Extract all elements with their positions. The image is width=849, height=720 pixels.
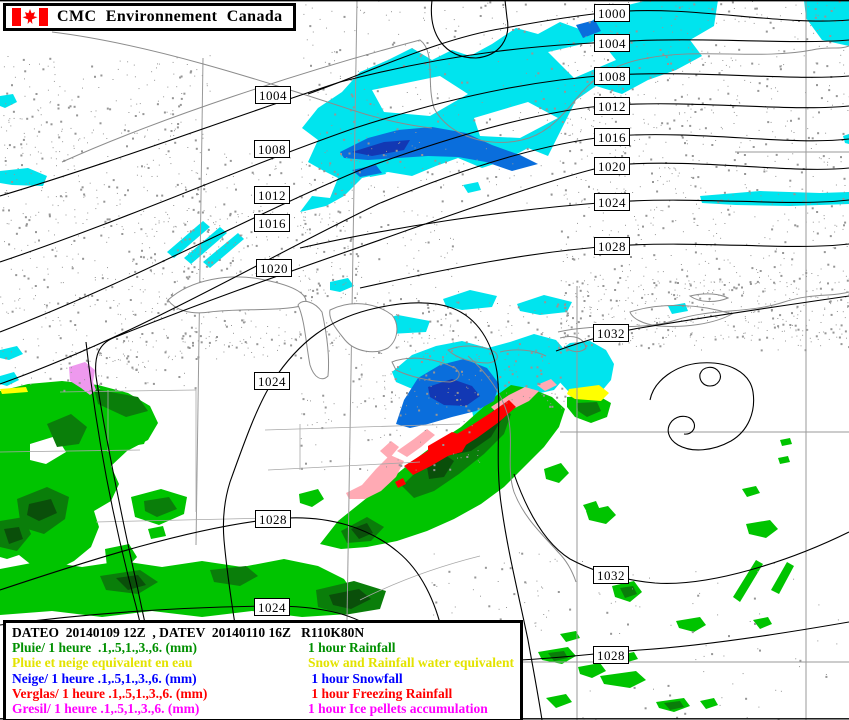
legend-label-en: 1 hour Snowfall [308,670,403,686]
legend-row-water-equivalent: Pluie et neige equivalent en eau Snow and… [12,655,516,670]
legend-label-fr: Pluie et neige equivalent en eau [12,655,193,671]
isobar-label-1024: 1024 [594,193,630,211]
isobar-label-1032: 1032 [593,324,629,342]
isobar-label-1008: 1008 [594,67,630,85]
legend-row-snowfall: Neige/ 1 heure .1,.5,1.,3.,6. (mm) 1 hou… [12,671,516,686]
isobar-label-1028: 1028 [594,237,630,255]
legend-label-en: 1 hour Freezing Rainfall [308,685,453,701]
header: CMC Environnement Canada [3,3,296,31]
heavy-snow-areas [340,20,601,428]
legend-label-fr: Gresil/ 1 heure .1,.5,1.,3.,6. (mm) [12,701,200,717]
isobar-label-1032: 1032 [593,566,629,584]
isobar-label-1028: 1028 [593,646,629,664]
isobar-label-1004: 1004 [594,34,630,52]
legend-rows: Pluie/ 1 heure .1,.5,1.,3.,6. (mm) 1 hour… [12,640,516,716]
isobar-label-1008: 1008 [254,140,290,158]
legend: DATEO 20140109 12Z , DATEV 20140110 16Z … [3,620,523,720]
header-title: CMC Environnement Canada [57,8,283,25]
isobar-label-1028: 1028 [255,510,291,528]
isobar-label-1004: 1004 [255,86,291,104]
legend-dateline: DATEO 20140109 12Z , DATEV 20140110 16Z … [12,625,365,640]
legend-label-fr: Verglas/ 1 heure .1,.5,1.,3.,6. (mm) [12,685,208,701]
legend-label-fr: Pluie/ 1 heure .1,.5,1.,3.,6. (mm) [12,640,197,656]
legend-label-en: 1 hour Ice pellets accumulation [308,701,488,717]
isobar-label-1012: 1012 [254,186,290,204]
snowfall-areas [0,0,849,452]
legend-row-ice-pellets: Gresil/ 1 heure .1,.5,1.,3.,6. (mm) 1 hou… [12,701,516,716]
isobar-label-1012: 1012 [594,97,630,115]
legend-row-rainfall: Pluie/ 1 heure .1,.5,1.,3.,6. (mm) 1 hour… [12,640,516,655]
freezing-rain-areas [346,379,557,499]
isobar-label-1024: 1024 [254,598,290,616]
isobar-label-1000: 1000 [594,4,630,22]
legend-label-fr: Neige/ 1 heure .1,.5,1.,3.,6. (mm) [12,670,197,686]
canada-flag-icon [12,8,48,26]
isobar-label-1020: 1020 [256,259,292,277]
isobar-label-1020: 1020 [594,157,630,175]
legend-row-freezing-rainfall: Verglas/ 1 heure .1,.5,1.,3.,6. (mm) 1 h… [12,686,516,701]
isobar-label-1024: 1024 [254,372,290,390]
isobar-label-1016: 1016 [594,128,630,146]
legend-label-en: 1 hour Rainfall [308,640,396,656]
legend-label-en: Snow and Rainfall water equivalent [308,655,515,671]
isobar-label-1016: 1016 [254,214,290,232]
